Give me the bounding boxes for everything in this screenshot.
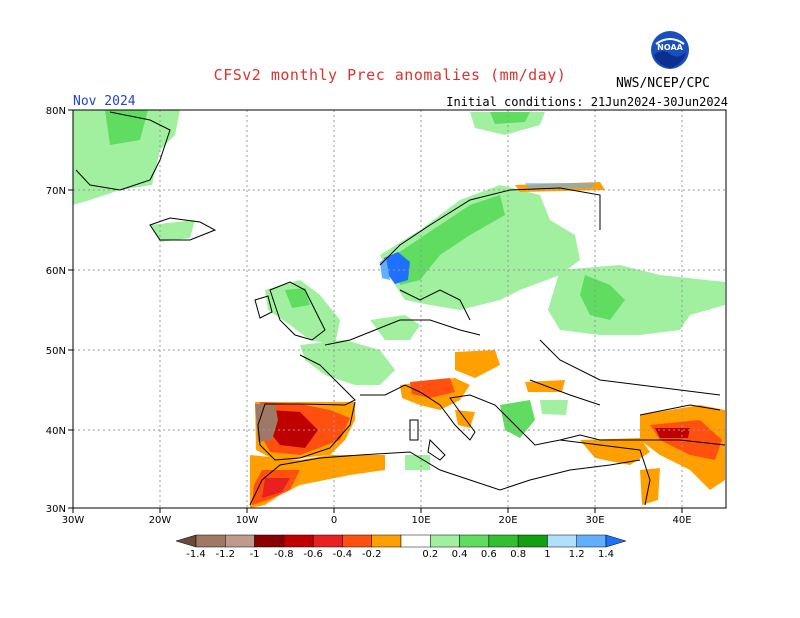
colorbar-tick-label: -0.6 — [303, 549, 323, 560]
coastlines — [75, 111, 726, 506]
logo-text: NOAA — [657, 43, 683, 52]
map-title: CFSv2 monthly Prec anomalies (mm/day) — [213, 66, 567, 84]
colorbar-segment — [254, 534, 285, 548]
initial-conditions: Initial conditions: 21Jun2024-30Jun2024 — [446, 95, 728, 109]
lon-label: 20W — [149, 515, 172, 526]
noaa-logo-icon: NOAA — [651, 31, 689, 69]
colorbar-segment — [371, 534, 402, 548]
anomaly-nafrica — [250, 455, 385, 508]
anomaly-greenland-strong — [105, 110, 148, 145]
colorbar-segment — [195, 534, 226, 548]
anomaly-greenland — [73, 110, 180, 205]
lat-label: 30N — [46, 504, 66, 515]
anomaly-russia-east — [548, 265, 725, 335]
lon-label: 30E — [585, 515, 604, 526]
colorbar-segment — [488, 534, 519, 548]
org-label: NWS/NCEP/CPC — [616, 76, 710, 91]
anomaly-balkan-orange — [455, 350, 500, 378]
lat-label: 50N — [46, 346, 66, 357]
anomaly-levant — [580, 438, 650, 465]
colorbar-tick-label: -1 — [250, 549, 260, 560]
lon-label: 20E — [498, 515, 517, 526]
colorbar-tick-label: 1 — [544, 549, 550, 560]
colorbar-segment — [400, 534, 431, 548]
lon-label: 40E — [672, 515, 691, 526]
colorbar-tick-label: 0.2 — [422, 549, 438, 560]
colorbar-segment — [283, 534, 314, 548]
lat-label: 80N — [46, 106, 66, 117]
lon-axis: 30W 20W 10W 0 10E 20E 30E 40E — [62, 508, 692, 526]
lat-label: 70N — [46, 186, 66, 197]
anomaly-norway-strong — [395, 195, 505, 285]
colorbar-tick-label: -0.4 — [333, 549, 353, 560]
colorbar-tick-label: -0.2 — [362, 549, 382, 560]
colorbar-tick-label: -0.8 — [274, 549, 294, 560]
colorbar-tick-label: 1.4 — [598, 549, 614, 560]
lat-axis: 80N 70N 60N 50N 40N 30N — [46, 106, 73, 515]
colorbar-segment — [517, 534, 548, 548]
colorbar-tick-label: 0.4 — [452, 549, 468, 560]
colorbar-segment — [576, 534, 607, 548]
colorbar-segment — [342, 534, 372, 548]
anomaly-balkans-green — [500, 400, 535, 438]
colorbar-segment — [175, 534, 197, 548]
lat-label: 40N — [46, 426, 66, 437]
anomaly-norway-blue — [384, 252, 410, 284]
anomaly-uk — [265, 280, 340, 345]
anomaly-portugal-brown — [255, 404, 278, 442]
colorbar-segment — [312, 534, 343, 548]
lon-label: 10E — [411, 515, 430, 526]
colorbar-segment — [547, 534, 577, 548]
anomaly-iceland — [150, 220, 195, 242]
anomaly-fields — [73, 110, 725, 508]
colorbar-segment — [225, 534, 255, 548]
lon-label: 10W — [236, 515, 259, 526]
forecast-month: Nov 2024 — [73, 94, 136, 109]
anomaly-france — [300, 340, 395, 385]
lat-label: 60N — [46, 266, 66, 277]
colorbar-segment — [430, 534, 460, 548]
map-frame — [72, 109, 727, 509]
colorbar-tick-label: 0.8 — [510, 549, 526, 560]
colorbar-tick-label: 1.2 — [569, 549, 585, 560]
graticule — [73, 110, 726, 508]
anomaly-scandinavia — [380, 185, 580, 310]
colorbar: -1.4 -1.2 -1 -0.8 -0.6 -0.4 -0.2 0.2 0.4 0.6 0.8 1 1… — [175, 534, 627, 560]
lon-label: 0 — [331, 515, 337, 526]
colorbar-tick-label: -1.2 — [216, 549, 236, 560]
colorbar-segment — [459, 534, 490, 548]
colorbar-tick-label: -1.4 — [186, 549, 206, 560]
colorbar-segment — [605, 534, 627, 548]
colorbar-tick-label: 0.6 — [481, 549, 497, 560]
lon-label: 30W — [62, 515, 85, 526]
